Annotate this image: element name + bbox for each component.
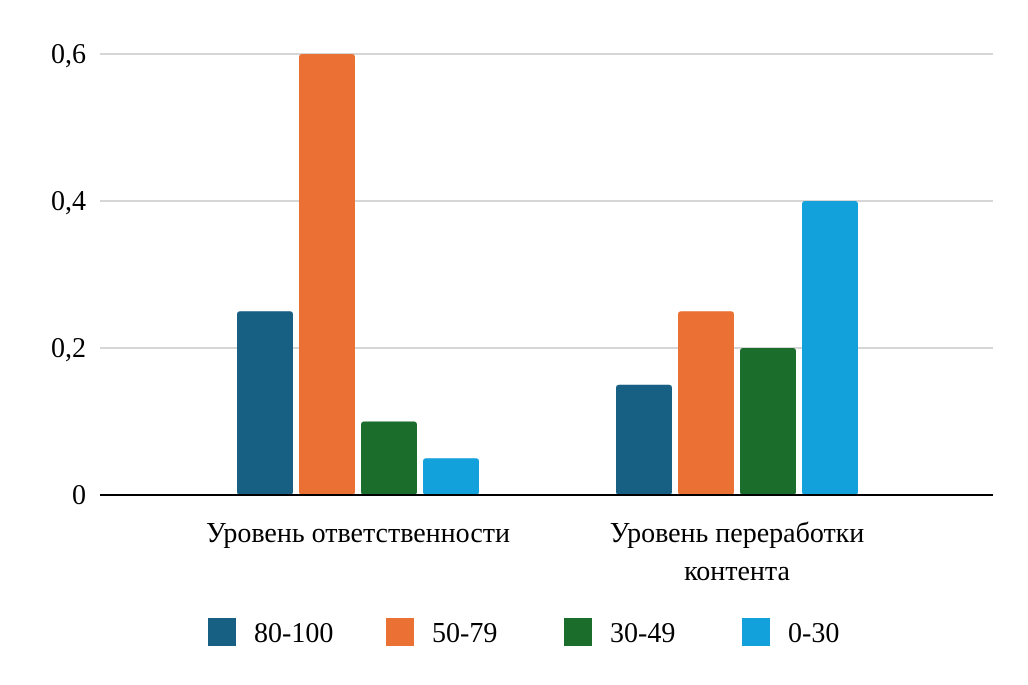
legend-swatch-0-30 (742, 618, 770, 646)
y-axis-ticks: 0 0,2 0,4 0,6 (51, 39, 86, 511)
legend-swatch-50-79 (386, 618, 414, 646)
bar-80-100-1 (237, 311, 293, 495)
legend-swatch-80-100 (208, 618, 236, 646)
bar-0-30-2 (802, 201, 858, 495)
bar-30-49-2 (740, 348, 796, 495)
grid-lines (100, 53, 993, 349)
legend-swatch-30-49 (564, 618, 592, 646)
y-tick-label: 0,6 (51, 39, 86, 70)
bar-30-49-1 (361, 421, 417, 495)
bar-50-79-1 (299, 54, 355, 495)
bar-0-30-1 (423, 458, 479, 495)
bar-80-100-2 (616, 384, 672, 495)
bars (237, 54, 858, 495)
legend-label: 80-100 (254, 618, 333, 649)
category-label: Уровень ответственности (206, 518, 510, 549)
bar-50-79-2 (678, 311, 734, 495)
legend-label: 50-79 (432, 618, 497, 649)
category-label: контента (684, 556, 790, 587)
y-tick-label: 0 (72, 480, 86, 511)
legend-label: 0-30 (788, 618, 839, 649)
legend: 80-100 50-79 30-49 0-30 (208, 618, 839, 649)
category-label: Уровень переработки (610, 518, 865, 549)
legend-label: 30-49 (610, 618, 675, 649)
y-tick-label: 0,2 (51, 333, 86, 364)
y-tick-label: 0,4 (51, 186, 86, 217)
category-labels: Уровень ответственности Уровень переработ… (206, 518, 864, 587)
